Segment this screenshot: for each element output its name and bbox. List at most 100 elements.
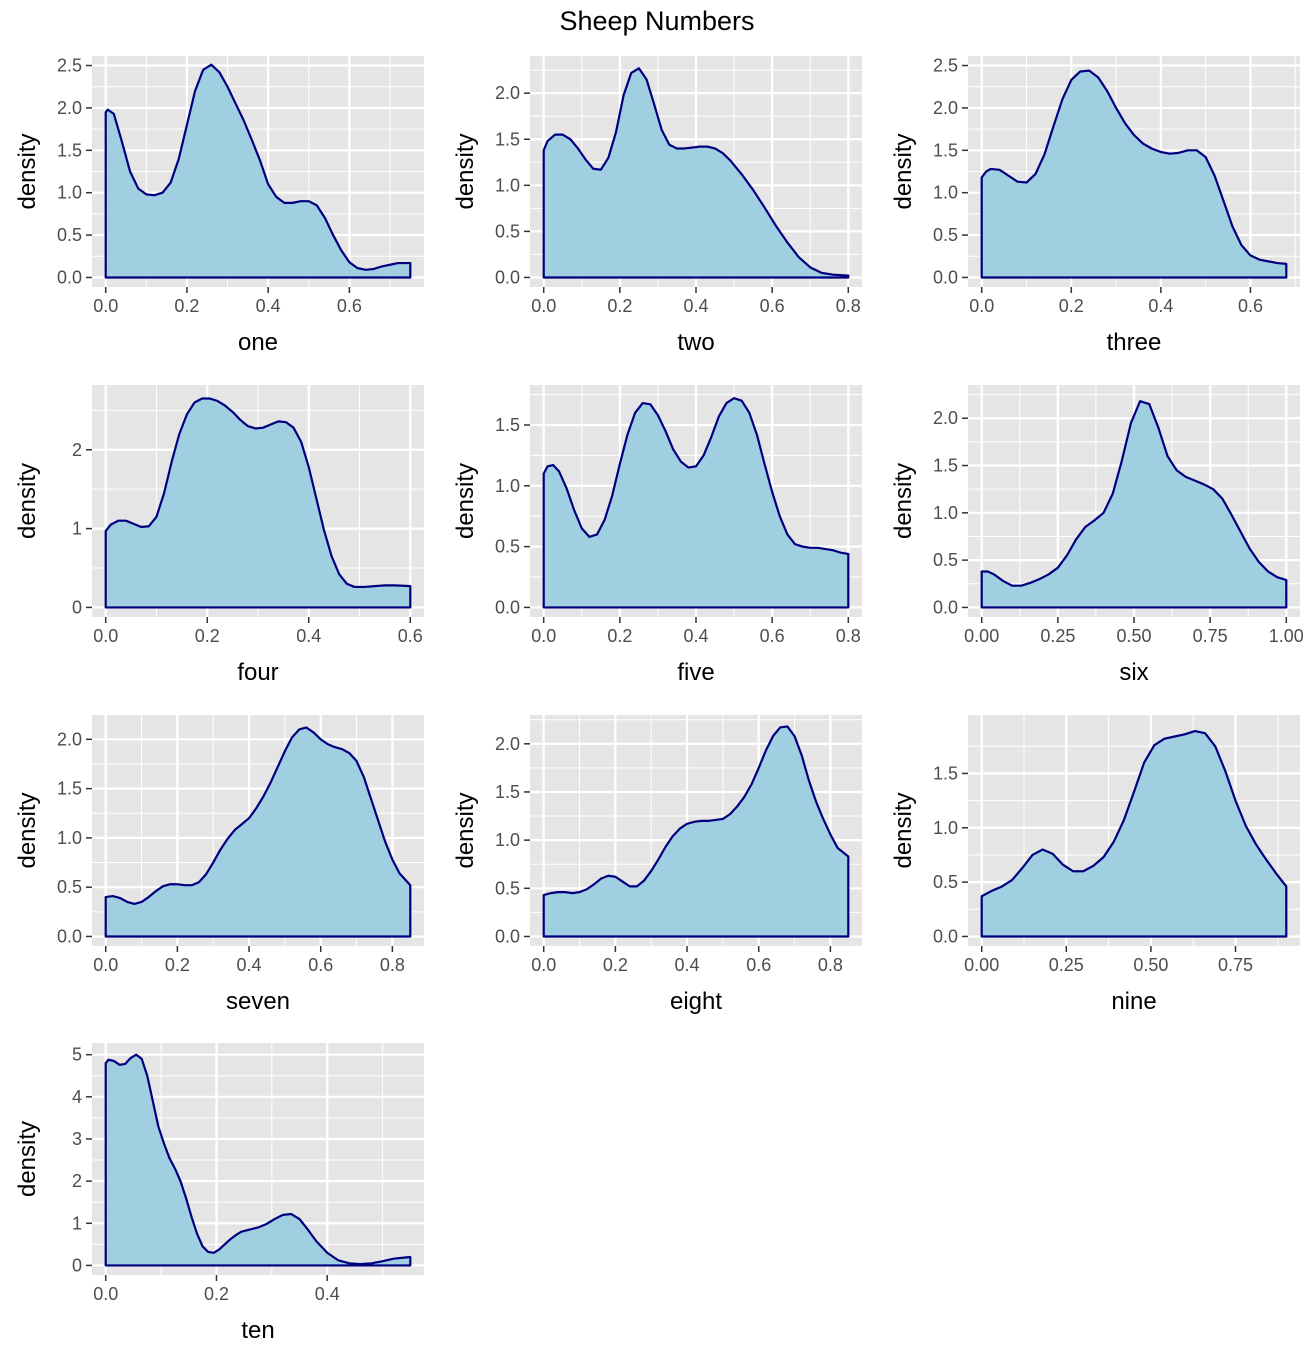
x-tick-label: 0.50 <box>1116 626 1151 646</box>
y-tick-label: 2 <box>72 440 82 460</box>
x-tick-label: 0.6 <box>760 296 785 316</box>
y-axis-title: density <box>14 463 41 539</box>
panel-one: 0.0 0.2 0.4 0.6 0.0 0.5 1.0 1.5 2.0 2.5 one density <box>14 56 424 356</box>
y-axis-title: density <box>890 133 917 209</box>
panel-seven: 0.0 0.2 0.4 0.6 0.8 0.0 0.5 1.0 1.5 2.0 seven densi… <box>14 715 424 1015</box>
density-area <box>542 67 850 279</box>
y-tick-label: 1.5 <box>495 415 520 435</box>
y-axis-title: density <box>14 792 41 868</box>
chart-title: Sheep Numbers <box>559 6 755 36</box>
x-tick-label: 0.0 <box>531 626 556 646</box>
y-tick-label: 1.0 <box>933 183 958 203</box>
y-tick-label: 0 <box>72 1255 82 1275</box>
y-tick-label: 0.5 <box>933 872 958 892</box>
y-tick-label: 1.5 <box>933 456 958 476</box>
x-tick-label: 0.2 <box>195 626 220 646</box>
panel-eight: 0.0 0.2 0.4 0.6 0.8 0.0 0.5 1.0 1.5 2.0 eight densi… <box>452 715 862 1015</box>
x-axis-title: four <box>237 659 278 686</box>
y-tick-label: 0.5 <box>495 221 520 241</box>
y-tick-label: 0.0 <box>933 597 958 617</box>
panel-six: 0.00 0.25 0.50 0.75 1.00 0.0 0.5 1.0 1.5 2.0 six de… <box>890 385 1304 686</box>
y-tick-label: 0.5 <box>933 225 958 245</box>
x-tick-label: 0.25 <box>1040 626 1075 646</box>
x-tick-label: 0.6 <box>398 626 423 646</box>
y-tick-label: 0.0 <box>495 597 520 617</box>
y-tick-label: 0.5 <box>495 537 520 557</box>
density-area <box>980 69 1288 279</box>
x-tick-label: 0.25 <box>1049 955 1084 975</box>
y-tick-label: 0.0 <box>495 267 520 287</box>
x-tick-label: 0.0 <box>531 296 556 316</box>
y-tick-label: 1.0 <box>57 183 82 203</box>
y-tick-label: 1.5 <box>933 140 958 160</box>
x-tick-label: 0.2 <box>204 1284 229 1304</box>
y-tick-label: 2.0 <box>57 98 82 118</box>
density-area <box>104 397 412 609</box>
x-tick-label: 0.0 <box>93 626 118 646</box>
x-tick-label: 0.2 <box>607 296 632 316</box>
x-axis-title: nine <box>1111 988 1156 1015</box>
y-tick-label: 1.0 <box>495 175 520 195</box>
x-tick-label: 0.4 <box>683 626 708 646</box>
x-axis-title: two <box>677 329 714 356</box>
x-tick-label: 0.6 <box>760 626 785 646</box>
y-tick-label: 2.0 <box>933 408 958 428</box>
y-tick-label: 1.0 <box>495 830 520 850</box>
y-tick-label: 5 <box>72 1045 82 1065</box>
y-tick-label: 0.0 <box>57 267 82 287</box>
y-axis-title: density <box>452 133 479 209</box>
x-tick-label: 0.4 <box>237 955 262 975</box>
x-tick-label: 0.0 <box>969 296 994 316</box>
y-tick-label: 2.5 <box>57 56 82 76</box>
y-tick-label: 0.5 <box>933 550 958 570</box>
y-tick-label: 0.5 <box>57 225 82 245</box>
x-tick-label: 0.2 <box>1059 296 1084 316</box>
x-tick-label: 0.4 <box>675 955 700 975</box>
density-area <box>104 726 412 938</box>
x-tick-label: 0.00 <box>964 955 999 975</box>
y-tick-label: 2.0 <box>933 98 958 118</box>
y-tick-label: 0.0 <box>57 926 82 946</box>
x-tick-label: 0.75 <box>1218 955 1253 975</box>
x-tick-label: 0.2 <box>607 626 632 646</box>
x-axis-title: three <box>1107 329 1162 356</box>
density-area <box>980 400 1288 609</box>
y-tick-label: 0 <box>72 597 82 617</box>
x-tick-label: 0.4 <box>1148 296 1173 316</box>
y-tick-label: 2.0 <box>495 734 520 754</box>
y-tick-label: 4 <box>72 1087 82 1107</box>
y-axis-title: density <box>14 1121 41 1197</box>
x-tick-label: 0.0 <box>93 1284 118 1304</box>
panel-nine: 0.00 0.25 0.50 0.75 0.0 0.5 1.0 1.5 nine density <box>890 715 1300 1015</box>
x-tick-label: 0.8 <box>836 626 861 646</box>
y-axis-title: density <box>14 133 41 209</box>
density-area <box>104 63 412 279</box>
y-tick-label: 2.0 <box>57 729 82 749</box>
panel-five: 0.0 0.2 0.4 0.6 0.8 0.0 0.5 1.0 1.5 five density <box>452 385 862 686</box>
x-tick-label: 0.8 <box>818 955 843 975</box>
x-tick-label: 0.8 <box>380 955 405 975</box>
y-tick-label: 1.5 <box>933 763 958 783</box>
x-tick-label: 0.6 <box>1238 296 1263 316</box>
x-tick-label: 0.2 <box>603 955 628 975</box>
y-tick-label: 2 <box>72 1171 82 1191</box>
y-tick-label: 0.0 <box>495 926 520 946</box>
y-tick-label: 0.5 <box>57 877 82 897</box>
y-axis-title: density <box>890 792 917 868</box>
y-tick-label: 1.5 <box>495 129 520 149</box>
density-area <box>542 397 850 609</box>
panel-three: 0.0 0.2 0.4 0.6 0.0 0.5 1.0 1.5 2.0 2.5 three densi… <box>890 56 1300 356</box>
x-axis-title: one <box>238 329 278 356</box>
x-tick-label: 0.4 <box>315 1284 340 1304</box>
x-tick-label: 0.50 <box>1133 955 1168 975</box>
y-tick-label: 2.0 <box>495 83 520 103</box>
y-tick-label: 1.0 <box>495 476 520 496</box>
x-axis-title: eight <box>670 988 722 1015</box>
x-tick-label: 0.4 <box>683 296 708 316</box>
x-tick-label: 0.0 <box>531 955 556 975</box>
x-tick-label: 0.75 <box>1193 626 1228 646</box>
x-tick-label: 0.6 <box>746 955 771 975</box>
panel-two: 0.0 0.2 0.4 0.6 0.8 0.0 0.5 1.0 1.5 2.0 two density <box>452 56 862 356</box>
y-tick-label: 1.5 <box>495 782 520 802</box>
y-tick-label: 0.0 <box>933 926 958 946</box>
